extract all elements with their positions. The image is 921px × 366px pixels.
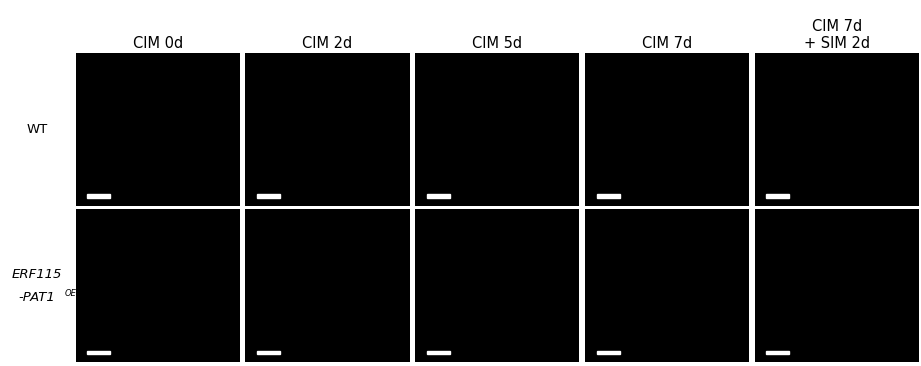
Text: WT: WT xyxy=(26,123,48,136)
Text: ERF115: ERF115 xyxy=(12,268,62,281)
Text: OE: OE xyxy=(64,288,76,298)
Text: CIM 5d: CIM 5d xyxy=(472,36,522,51)
Bar xyxy=(87,351,110,354)
Text: CIM 0d: CIM 0d xyxy=(133,36,182,51)
Bar xyxy=(766,351,789,354)
Text: CIM 7d: CIM 7d xyxy=(642,36,693,51)
Bar xyxy=(766,194,789,198)
Bar xyxy=(426,351,449,354)
Bar xyxy=(257,351,280,354)
Bar xyxy=(426,194,449,198)
Bar xyxy=(597,351,620,354)
Text: -PAT1: -PAT1 xyxy=(18,291,55,304)
Text: CIM 7d
+ SIM 2d: CIM 7d + SIM 2d xyxy=(804,19,870,51)
Text: CIM 2d: CIM 2d xyxy=(302,36,353,51)
Bar xyxy=(87,194,110,198)
Bar xyxy=(257,194,280,198)
Bar xyxy=(597,194,620,198)
